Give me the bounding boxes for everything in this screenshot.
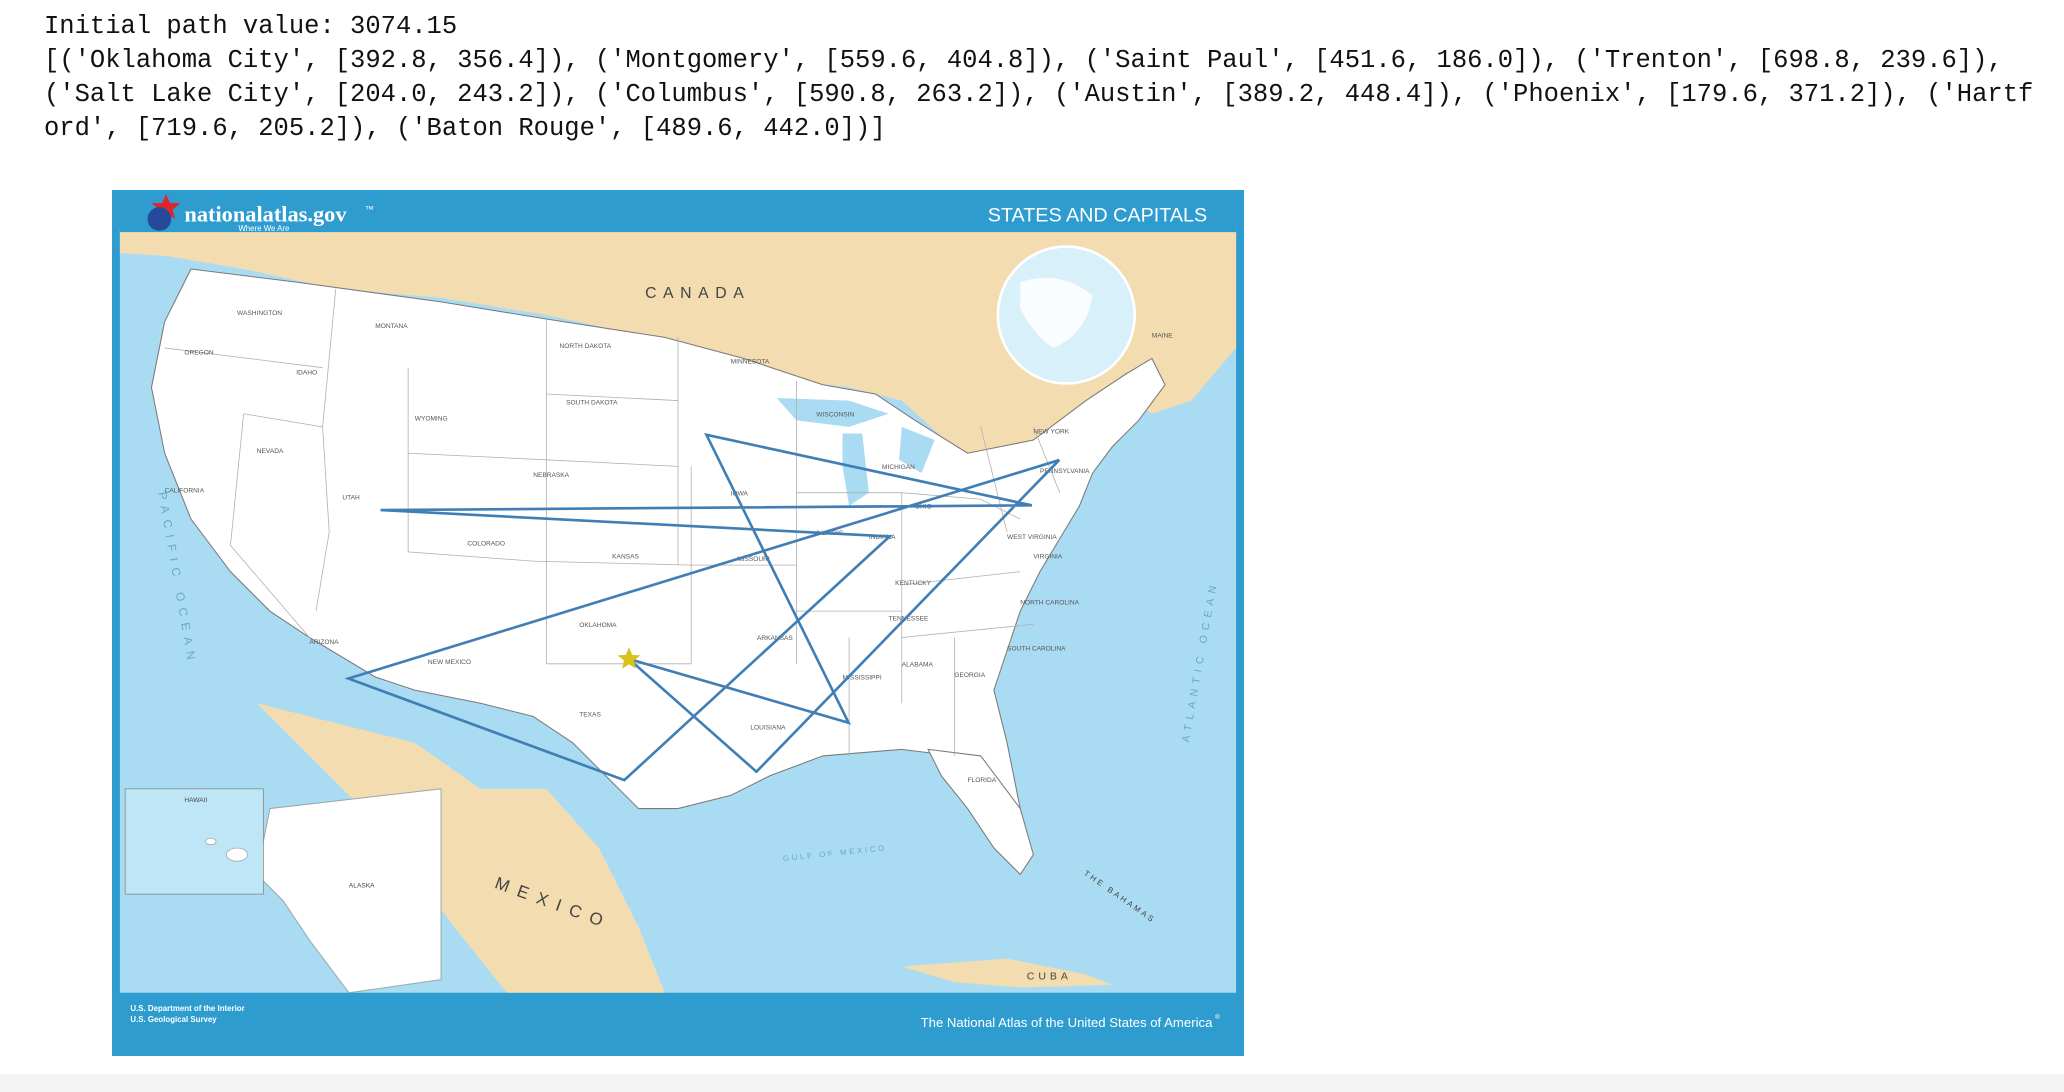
start-city-star-icon xyxy=(617,647,641,669)
state-label: SOUTH CAROLINA xyxy=(1007,646,1066,653)
state-label: PENNSYLVANIA xyxy=(1040,468,1090,475)
state-label: SOUTH DAKOTA xyxy=(566,400,618,407)
state-label: MICHIGAN xyxy=(882,464,915,471)
state-label: TEXAS xyxy=(579,711,601,718)
state-label: WASHINGTON xyxy=(237,310,282,317)
state-label: NEW YORK xyxy=(1033,428,1069,435)
label-canada: CANADA xyxy=(645,285,750,302)
state-label: IOWA xyxy=(731,490,749,497)
state-label: NEBRASKA xyxy=(533,472,569,479)
state-label: WYOMING xyxy=(415,415,448,422)
canada-land xyxy=(119,229,1237,460)
state-label: GEORGIA xyxy=(954,672,985,679)
state-label: OKLAHOMA xyxy=(579,622,617,629)
mexico-land xyxy=(256,703,665,993)
state-label: KANSAS xyxy=(612,554,639,561)
label-alaska: ALASKA xyxy=(349,883,375,890)
state-label: UTAH xyxy=(342,494,360,501)
state-label: VIRGINIA xyxy=(1033,554,1062,561)
state-label: NEW MEXICO xyxy=(428,659,471,666)
hawaii-inset xyxy=(124,788,264,895)
state-label: MONTANA xyxy=(375,323,408,330)
output-text: Initial path value: 3074.15 [('Oklahoma … xyxy=(44,10,2034,146)
map-image: nationalatlas.gov ™ Where We Are STATES … xyxy=(112,190,1244,1056)
brand-tagline: Where We Are xyxy=(238,224,290,233)
cuba-land xyxy=(901,958,1113,988)
initial-path-value: Initial path value: 3074.15 xyxy=(44,12,458,41)
state-label: FLORIDA xyxy=(968,777,997,784)
us-mainland xyxy=(150,268,1166,836)
footer-usgs: U.S. Geological Survey xyxy=(130,1015,217,1024)
lake-huron xyxy=(899,426,935,473)
tour-path xyxy=(344,432,1061,782)
state-label: CALIFORNIA xyxy=(165,488,205,495)
state-label: ARKANSAS xyxy=(757,635,793,642)
state-label: MISSISSIPPI xyxy=(843,675,882,682)
state-label: NORTH DAKOTA xyxy=(560,343,612,350)
globe-logo-icon xyxy=(147,207,172,231)
state-label: NEVADA xyxy=(257,448,284,455)
state-label: MISSOURI xyxy=(737,556,770,563)
state-label: MAINE xyxy=(1152,332,1173,339)
state-label: KENTUCKY xyxy=(895,580,931,587)
florida-land xyxy=(927,748,1034,876)
label-cuba: CUBA xyxy=(1027,971,1072,983)
footer-national-atlas: The National Atlas of the United States … xyxy=(921,1015,1213,1030)
svg-text:®: ® xyxy=(1215,1013,1220,1021)
state-label: IDAHO xyxy=(296,369,317,376)
state-label: ARIZONA xyxy=(309,639,339,646)
path-list: [('Oklahoma City', [392.8, 356.4]), ('Mo… xyxy=(44,46,2034,143)
label-hawaii: HAWAII xyxy=(184,797,207,804)
state-label: ALABAMA xyxy=(902,661,934,668)
footer-doi: U.S. Department of the Interior xyxy=(130,1004,244,1013)
state-label: NORTH CAROLINA xyxy=(1020,600,1079,607)
state-label: WEST VIRGINIA xyxy=(1007,534,1057,541)
output-footer-strip xyxy=(0,1074,2064,1092)
state-label: COLORADO xyxy=(467,540,505,547)
state-label: WISCONSIN xyxy=(816,411,854,418)
svg-text:™: ™ xyxy=(365,204,374,214)
lake-michigan xyxy=(842,433,869,506)
state-label: LOUISIANA xyxy=(750,725,786,732)
lake-superior xyxy=(776,397,889,427)
brand-logo-text: nationalatlas.gov xyxy=(184,202,347,227)
state-borders xyxy=(164,288,1061,756)
state-label: OREGON xyxy=(184,350,213,357)
map-title: STATES AND CAPITALS xyxy=(988,205,1207,227)
state-label: MINNESOTA xyxy=(731,359,770,366)
state-label: TENNESSEE xyxy=(889,615,929,622)
